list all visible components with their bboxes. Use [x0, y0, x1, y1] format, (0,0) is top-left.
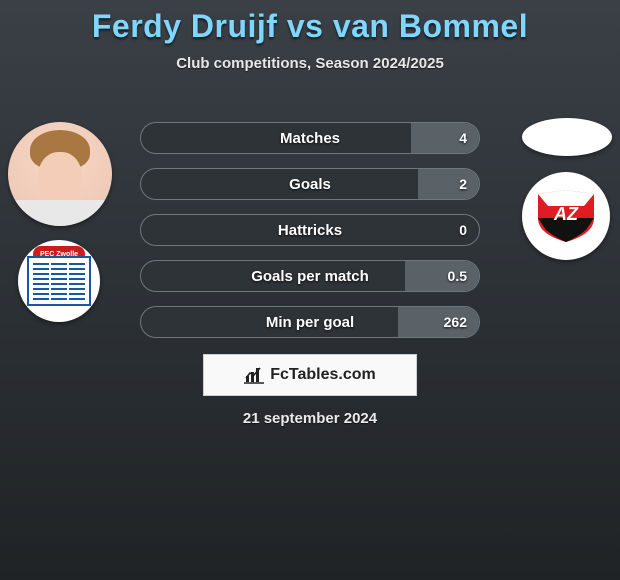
stat-row: Min per goal262: [140, 306, 480, 338]
brand-badge[interactable]: FcTables.com: [203, 354, 417, 396]
comparison-card: Ferdy Druijf vs van Bommel Club competit…: [0, 0, 620, 580]
season-subtitle: Club competitions, Season 2024/2025: [0, 55, 620, 72]
player-right-avatar: [522, 118, 612, 156]
stat-value-right: 4: [459, 123, 467, 153]
stat-label: Hattricks: [141, 215, 479, 245]
svg-text:AZ: AZ: [553, 204, 579, 224]
stat-row: Hattricks0: [140, 214, 480, 246]
stat-value-right: 0: [459, 215, 467, 245]
stat-value-right: 2: [459, 169, 467, 199]
chart-icon: [244, 366, 264, 384]
stat-value-right: 262: [444, 307, 467, 337]
stat-row: Goals per match0.5: [140, 260, 480, 292]
brand-text: FcTables.com: [270, 366, 376, 384]
player-right-club-logo: AZ: [522, 172, 610, 260]
page-title: Ferdy Druijf vs van Bommel: [0, 0, 620, 45]
stat-row: Goals2: [140, 168, 480, 200]
stats-list: Matches4Goals2Hattricks0Goals per match0…: [140, 122, 480, 352]
stat-row: Matches4: [140, 122, 480, 154]
stat-value-right: 0.5: [448, 261, 467, 291]
stat-label: Goals: [141, 169, 479, 199]
stat-label: Matches: [141, 123, 479, 153]
right-player-column: AZ: [522, 118, 612, 260]
player-left-club-logo: PEC Zwolle: [18, 240, 100, 322]
left-player-column: PEC Zwolle: [8, 122, 112, 322]
date-text: 21 september 2024: [0, 410, 620, 427]
stat-label: Goals per match: [141, 261, 479, 291]
player-left-avatar: [8, 122, 112, 226]
stat-label: Min per goal: [141, 307, 479, 337]
